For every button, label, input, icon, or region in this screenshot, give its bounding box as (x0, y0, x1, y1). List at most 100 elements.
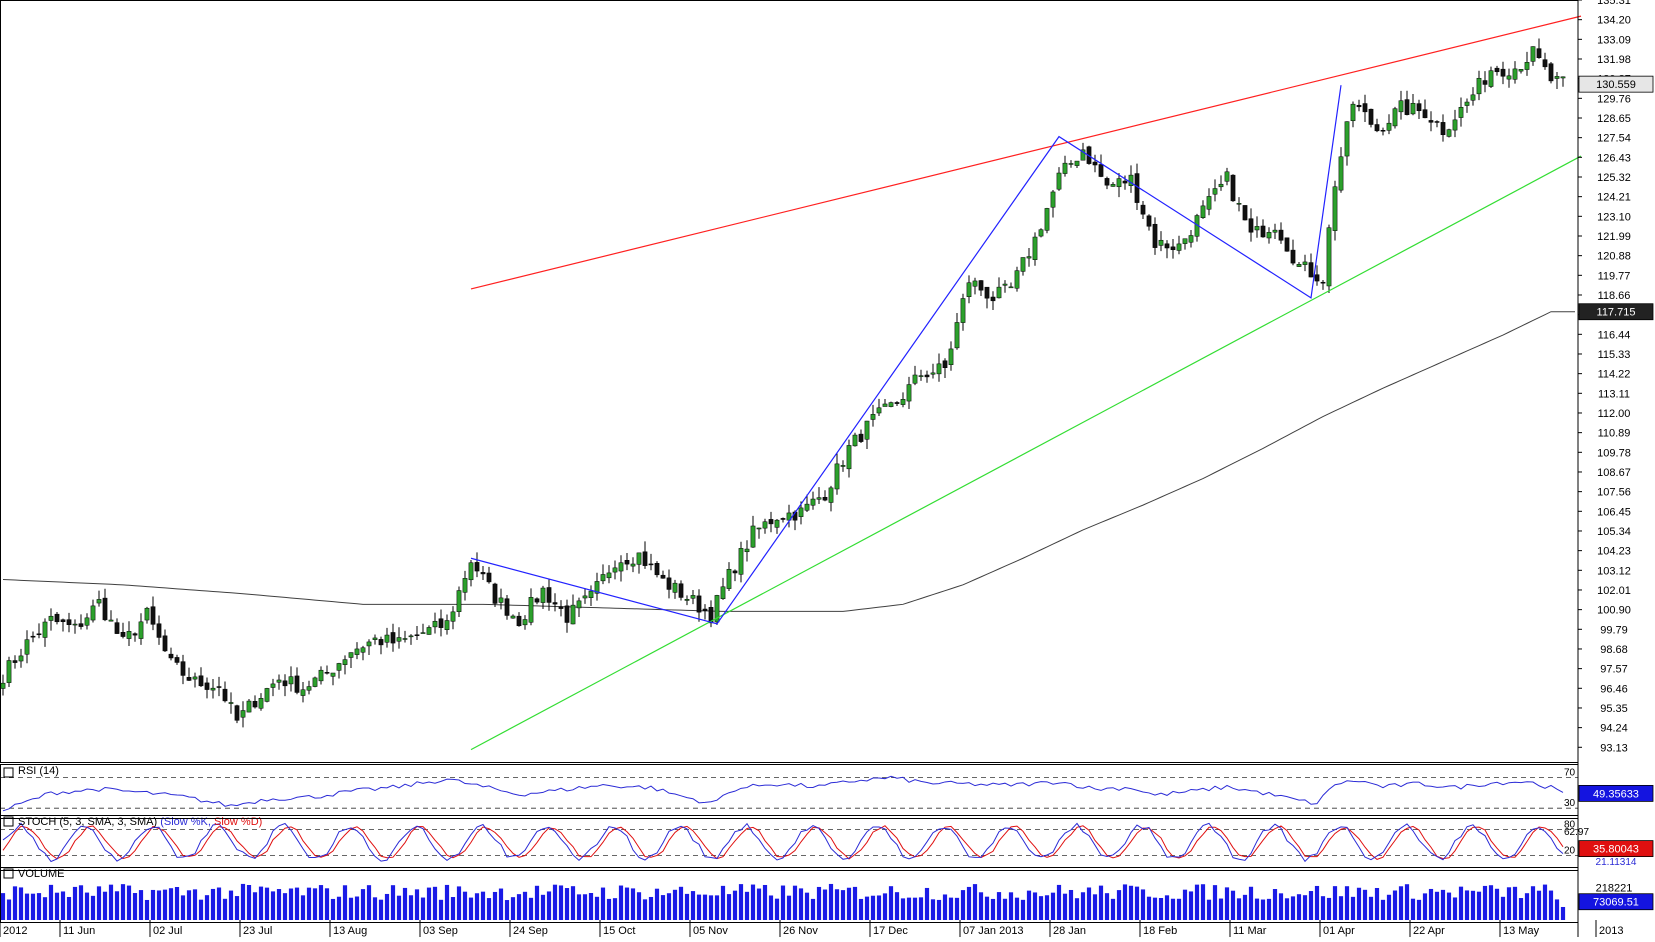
rsi-line (2, 775, 1564, 812)
candle-body-down (1440, 122, 1446, 136)
candle-body-up (786, 512, 792, 521)
candle-body-up (1080, 149, 1086, 161)
volume-bar (168, 888, 174, 920)
volume-bar (768, 895, 774, 920)
candle-body-up (450, 611, 456, 622)
volume-bar (1074, 898, 1080, 920)
volume-last-label: 73069.51 (1593, 897, 1639, 909)
candle-body-up (846, 445, 852, 470)
volume-bar (1542, 884, 1548, 920)
candle-body-up (594, 581, 600, 594)
candle-body-down (1170, 246, 1176, 251)
candle (1146, 214, 1152, 231)
candle (570, 594, 576, 625)
volume-bar (666, 893, 672, 920)
candle (762, 518, 768, 534)
volume-bar (1044, 895, 1050, 920)
volume-bar (954, 897, 960, 920)
volume-bar (1260, 899, 1266, 920)
candle (750, 515, 756, 548)
volume-bar (1326, 897, 1332, 920)
candle (1056, 167, 1062, 191)
candle-body-down (324, 672, 330, 674)
candle (900, 392, 906, 408)
candle-body-up (714, 595, 720, 623)
volume-bar (294, 887, 300, 920)
candle-body-up (1038, 229, 1044, 237)
candle-body-up (228, 702, 234, 704)
volume-bar (468, 897, 474, 920)
volume-bar (1434, 891, 1440, 920)
candle-body-up (1074, 160, 1080, 166)
candle (714, 594, 720, 626)
volume-bar (810, 898, 816, 920)
x-tick-label: 05 Nov (693, 925, 728, 937)
candle (42, 618, 48, 647)
candle-body-up (1470, 94, 1476, 101)
candle-body-down (648, 563, 654, 566)
volume-bar (834, 889, 840, 920)
candle-body-up (372, 637, 378, 640)
volume-bar (1560, 906, 1566, 920)
resistance-trendline (470, 15, 1582, 290)
candle-body-down (186, 677, 192, 681)
volume-bar (756, 888, 762, 920)
candle-body-down (1146, 215, 1152, 227)
candle (744, 540, 750, 562)
candle (540, 585, 546, 610)
volume-bar (1440, 889, 1446, 920)
candle-body-up (1218, 183, 1224, 188)
candle-body-up (840, 465, 846, 467)
candle (120, 622, 126, 639)
volume-bar (936, 899, 942, 920)
candle-body-up (318, 669, 324, 682)
volume-bar (990, 898, 996, 920)
volume-bar (822, 889, 828, 920)
candle (1350, 101, 1356, 128)
candle (810, 491, 816, 510)
candle (732, 569, 738, 582)
candle (648, 553, 654, 571)
candle-body-down (1380, 130, 1386, 132)
candle-body-down (114, 622, 120, 634)
candle (1464, 98, 1470, 113)
candle-body-up (882, 403, 888, 407)
candle-body-up (1056, 172, 1062, 190)
candle (474, 552, 480, 578)
volume-bar (582, 894, 588, 920)
candle (276, 674, 282, 690)
candle-body-down (696, 595, 702, 613)
volume-bar (1056, 884, 1062, 920)
candle-body-up (1032, 236, 1038, 260)
candle-body-up (876, 407, 882, 414)
volume-bar (1020, 899, 1026, 920)
volume-bar (1344, 886, 1350, 920)
volume-bar (426, 887, 432, 920)
candle (1242, 205, 1248, 221)
candle-body-up (684, 598, 690, 601)
volume-bar (606, 898, 612, 920)
candle-body-up (1554, 76, 1560, 79)
candle (858, 429, 864, 444)
candle-body-down (102, 597, 108, 621)
candle-body-up (582, 595, 588, 599)
volume-bar (1302, 895, 1308, 920)
volume-bar (924, 887, 930, 920)
volume-bar (618, 885, 624, 920)
volume-bar (90, 895, 96, 920)
candle-body-up (192, 676, 198, 680)
candle-body-down (1320, 281, 1326, 284)
volume-bar (888, 886, 894, 920)
y-tick-label: 99.79 (1600, 624, 1628, 636)
candle-body-up (336, 663, 342, 671)
candle (510, 614, 516, 619)
candle (978, 280, 984, 297)
candle-body-up (264, 688, 270, 702)
volume-bar (786, 895, 792, 920)
volume-bar (642, 899, 648, 920)
candle (54, 611, 60, 625)
candle-body-down (222, 688, 228, 702)
candle (834, 453, 840, 495)
candle (1494, 65, 1500, 76)
